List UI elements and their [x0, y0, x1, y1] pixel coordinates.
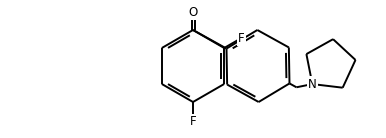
Text: F: F	[238, 32, 245, 45]
Text: N: N	[308, 78, 317, 91]
Text: F: F	[190, 115, 196, 128]
Text: O: O	[188, 6, 198, 18]
